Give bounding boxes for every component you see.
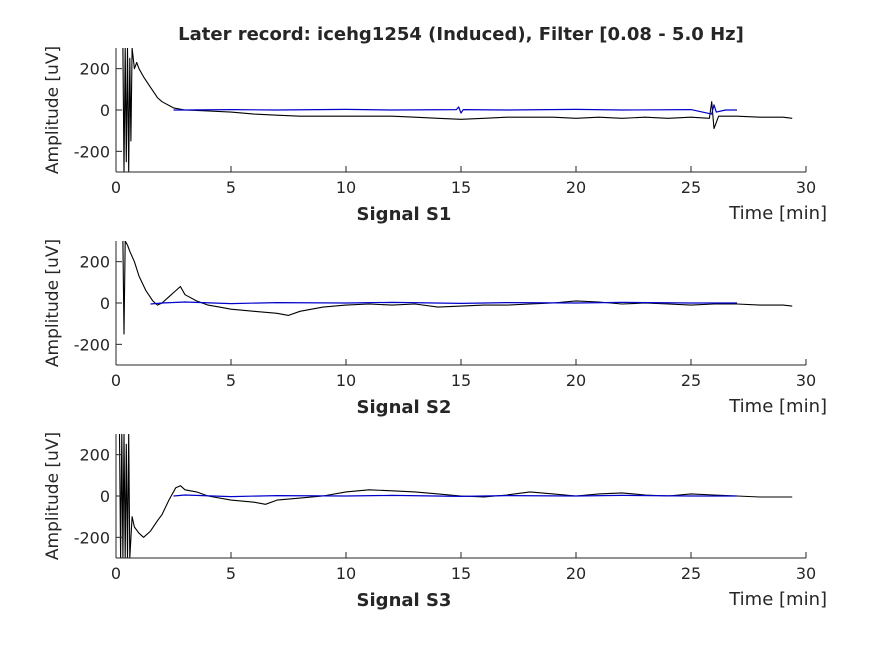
x-tick-label: 10	[336, 564, 356, 583]
y-axis-label: Amplitude [uV]	[43, 432, 63, 560]
x-tick-label: 10	[336, 371, 356, 390]
x-tick-label: 30	[796, 178, 816, 197]
panel-title: Signal S1	[357, 204, 452, 225]
x-tick-label: 0	[111, 371, 121, 390]
x-tick-label: 25	[681, 178, 701, 197]
y-tick-label: -200	[74, 142, 110, 161]
x-tick-label: 20	[566, 178, 586, 197]
y-tick-label: 0	[100, 294, 110, 313]
x-tick-label: 20	[566, 564, 586, 583]
y-tick-label: 0	[100, 101, 110, 120]
y-axis-label: Amplitude [uV]	[43, 46, 63, 174]
chart-title: Later record: icehg1254 (Induced), Filte…	[178, 24, 744, 45]
x-axis-label: Time [min]	[728, 203, 827, 224]
x-axis-label: Time [min]	[728, 589, 827, 610]
panel-2-series	[122, 241, 793, 335]
x-tick-label: 5	[226, 564, 236, 583]
y-tick-label: 200	[79, 253, 110, 272]
y-tick-label: 200	[79, 60, 110, 79]
x-tick-label: 0	[111, 564, 121, 583]
series-filtered-line	[173, 494, 737, 498]
y-tick-label: -200	[74, 528, 110, 547]
x-tick-label: 5	[226, 371, 236, 390]
x-tick-label: 30	[796, 371, 816, 390]
y-tick-label: 200	[79, 446, 110, 465]
series-filtered-line	[150, 301, 737, 305]
x-tick-label: 5	[226, 178, 236, 197]
panel-3-series	[118, 434, 793, 558]
x-tick-label: 15	[451, 178, 471, 197]
x-tick-label: 25	[681, 564, 701, 583]
series-raw-line	[118, 434, 793, 558]
y-tick-label: 0	[100, 487, 110, 506]
series-filtered-line	[173, 104, 737, 115]
x-tick-label: 25	[681, 371, 701, 390]
x-tick-label: 10	[336, 178, 356, 197]
series-raw-line	[122, 241, 793, 335]
panel-1-series	[122, 48, 793, 172]
x-tick-label: 0	[111, 178, 121, 197]
x-tick-label: 15	[451, 564, 471, 583]
panel-title: Signal S3	[357, 590, 452, 611]
series-raw-line	[122, 48, 793, 172]
x-tick-label: 15	[451, 371, 471, 390]
panel-title: Signal S2	[357, 397, 452, 418]
y-tick-label: -200	[74, 335, 110, 354]
x-tick-label: 20	[566, 371, 586, 390]
y-axis-label: Amplitude [uV]	[43, 239, 63, 367]
x-tick-label: 30	[796, 564, 816, 583]
x-axis-label: Time [min]	[728, 396, 827, 417]
